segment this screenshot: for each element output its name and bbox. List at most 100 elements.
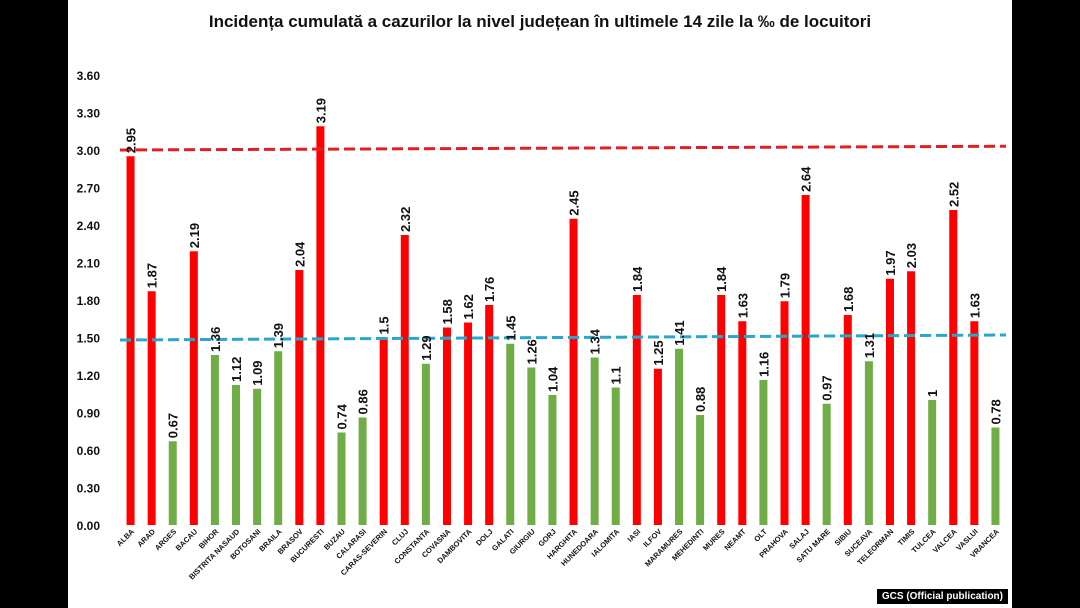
- bar: [822, 403, 831, 525]
- value-labels: 2.95 1.87 0.67 2.19 1.36 1.12 1.09 1.39 2.04 3.19…: [124, 98, 1004, 438]
- value-label: 2.04: [292, 241, 307, 267]
- value-label: 2.64: [799, 166, 814, 192]
- value-label: 2.52: [946, 182, 961, 207]
- bar: [274, 351, 283, 525]
- bar: [611, 387, 620, 525]
- red-threshold-line: [119, 144, 1007, 152]
- x-tick-label: IASI: [626, 527, 643, 544]
- value-label: 1.87: [145, 263, 160, 288]
- bar: [464, 322, 473, 525]
- value-label: 3.19: [313, 98, 328, 123]
- bar: [759, 380, 768, 525]
- value-label: 1.58: [440, 299, 455, 324]
- value-label: 1.1: [609, 366, 624, 384]
- bar: [485, 305, 494, 525]
- y-tick-label: 0.90: [77, 407, 101, 421]
- bar: [168, 441, 177, 525]
- bar: [253, 388, 262, 525]
- value-label: 2.45: [567, 190, 582, 215]
- y-tick-label: 3.60: [77, 69, 101, 83]
- y-tick-label: 0.60: [77, 444, 101, 458]
- value-label: 1.26: [524, 339, 539, 364]
- bars: [126, 126, 1000, 525]
- value-label: 1.97: [883, 250, 898, 275]
- bar: [738, 321, 747, 525]
- value-label: 0.74: [335, 403, 350, 429]
- bar: [653, 368, 662, 525]
- bar: [801, 195, 810, 525]
- bar: [885, 278, 894, 525]
- value-label: 1.63: [735, 293, 750, 318]
- bar: [421, 363, 430, 525]
- x-tick-label: BACAU: [174, 527, 200, 553]
- bar: [949, 210, 958, 525]
- value-label: 1.68: [841, 287, 856, 312]
- y-tick-label: 2.40: [77, 219, 101, 233]
- bar: [717, 295, 726, 525]
- x-tick-label: NEAMT: [722, 527, 748, 553]
- value-label: 1.5: [377, 316, 392, 334]
- blue-threshold-line: [119, 333, 1007, 342]
- y-tick-label: 3.30: [77, 107, 101, 121]
- bar: [189, 251, 198, 525]
- bar: [675, 348, 684, 525]
- value-label: 1.45: [503, 315, 518, 340]
- bar: [548, 395, 557, 525]
- source-credit: GCS (Official publication): [876, 589, 1008, 604]
- value-label: 1.09: [250, 360, 265, 385]
- bar: [527, 367, 536, 525]
- value-label: 2.32: [398, 207, 413, 232]
- y-tick-label: 2.10: [77, 257, 101, 271]
- value-label: 1.41: [672, 320, 687, 345]
- value-label: 1.62: [461, 294, 476, 319]
- value-label: 1.16: [756, 352, 771, 377]
- bar: [358, 417, 367, 525]
- bar: [632, 295, 641, 525]
- x-tick-label: ALBA: [115, 527, 137, 549]
- x-tick-label: ARGES: [153, 527, 178, 552]
- value-label: 0.78: [988, 399, 1003, 424]
- y-tick-label: 0.30: [77, 482, 101, 496]
- value-label: 1.04: [545, 366, 560, 392]
- value-label: 1.25: [651, 340, 666, 365]
- value-label: 1.84: [714, 266, 729, 292]
- bar: [907, 271, 916, 525]
- value-label: 1.31: [862, 333, 877, 358]
- bar: [442, 327, 451, 525]
- bar: [379, 337, 388, 525]
- value-label: 1.36: [208, 327, 223, 352]
- bar: [295, 270, 304, 525]
- y-tick-label: 1.50: [77, 332, 101, 346]
- value-label: 2.19: [187, 223, 202, 248]
- value-label: 1.63: [967, 293, 982, 318]
- bar: [864, 361, 873, 525]
- value-label: 0.67: [166, 413, 181, 438]
- bar: [780, 301, 789, 525]
- bar: [696, 415, 705, 525]
- y-tick-label: 2.70: [77, 182, 101, 196]
- value-label: 1.79: [778, 273, 793, 298]
- bar: [210, 355, 219, 525]
- y-tick-label: 1.20: [77, 369, 101, 383]
- chart-frame: Incidența cumulată a cazurilor la nivel …: [68, 0, 1012, 608]
- x-tick-label: OLT: [752, 527, 769, 544]
- bar: [337, 432, 346, 525]
- value-label: 1.39: [271, 323, 286, 348]
- bar: [232, 385, 241, 525]
- value-label: 0.86: [356, 389, 371, 414]
- reference-lines: [119, 144, 1007, 342]
- bar: [590, 357, 599, 525]
- value-label: 0.88: [693, 387, 708, 412]
- value-label: 1.76: [482, 277, 497, 302]
- value-label: 1.12: [229, 357, 244, 382]
- bar: [843, 315, 852, 525]
- value-label: 2.03: [904, 243, 919, 268]
- bar: [928, 400, 937, 525]
- value-label: 1.84: [630, 266, 645, 292]
- value-label: 1.29: [419, 335, 434, 360]
- bar: [569, 218, 578, 525]
- x-tick-label: VALCEA: [931, 527, 959, 555]
- bar: [400, 235, 409, 525]
- bar: [147, 291, 156, 525]
